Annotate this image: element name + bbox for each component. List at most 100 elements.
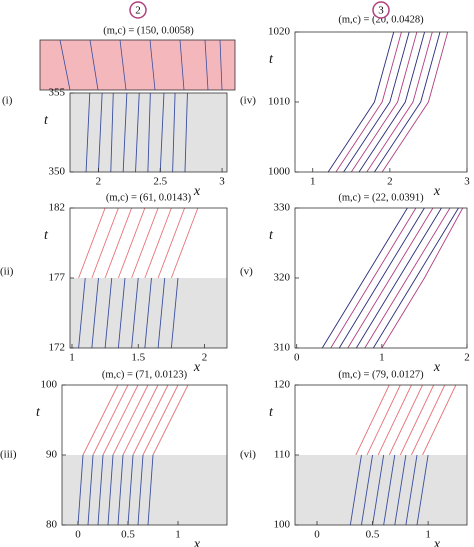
marker-label: 3 <box>378 5 384 17</box>
trajectory <box>411 384 446 456</box>
inset-frame <box>39 39 236 91</box>
x-tick-label: 1.5 <box>131 352 145 364</box>
x-tick-label: 0 <box>75 529 81 541</box>
x-tick-label: 3 <box>219 176 225 188</box>
title: (m,c) = (22, 0.0391) <box>338 192 424 203</box>
trajectory <box>343 31 410 173</box>
trajectory <box>135 92 140 173</box>
y-tick-label: 90 <box>46 449 58 461</box>
y-axis-label: t <box>269 405 274 420</box>
trajectory <box>144 207 172 279</box>
trajectory <box>97 92 103 173</box>
trajectory <box>87 454 94 526</box>
trajectory <box>147 454 154 526</box>
trajectory <box>374 31 441 173</box>
shaded-region <box>62 455 227 525</box>
trajectory <box>399 384 435 456</box>
trajectory <box>82 384 119 456</box>
trajectory <box>122 92 128 173</box>
title: (m,c) = (150, 0.0058) <box>103 25 194 36</box>
trajectory <box>117 207 146 279</box>
x-axis-label: x <box>433 184 441 199</box>
y-tick-label: 110 <box>274 449 291 461</box>
x-tick-label: 0.5 <box>366 529 380 541</box>
trajectory <box>77 454 84 526</box>
shaded-region <box>295 455 467 525</box>
trajectory <box>91 277 99 349</box>
trajectory <box>416 454 429 526</box>
trajectory <box>364 207 451 349</box>
panel-label: (iii) <box>0 449 17 461</box>
y-axis-label: t <box>44 228 49 243</box>
title: (m,c) = (79, 0.0127) <box>338 369 424 380</box>
trajectory <box>184 92 188 173</box>
y-tick-label: 80 <box>46 519 58 531</box>
trajectory <box>78 277 86 349</box>
x-tick-label: 1 <box>425 529 431 541</box>
trajectory <box>405 454 418 526</box>
trajectory <box>170 207 199 279</box>
y-tick-label: 182 <box>49 202 66 214</box>
x-tick-label: 2 <box>387 176 393 188</box>
trajectory <box>104 277 113 349</box>
plot-frame <box>294 207 468 349</box>
trajectory <box>372 454 385 526</box>
title: (m,c) = (20, 0.0428) <box>338 14 424 25</box>
trajectory <box>102 384 139 456</box>
y-tick-label: 330 <box>274 202 291 214</box>
panel-label: (ii) <box>0 266 14 278</box>
trajectory <box>107 454 114 526</box>
x-tick-label: 0 <box>294 352 300 364</box>
title: (m,c) = (61, 0.0143) <box>106 192 192 203</box>
trajectory <box>112 384 149 456</box>
panel-label: (iv) <box>240 95 256 107</box>
trajectory <box>335 31 402 173</box>
x-tick-label: 1 <box>310 176 316 188</box>
x-tick-label: 2 <box>202 352 208 364</box>
trajectory <box>117 277 126 349</box>
trajectory <box>117 454 124 526</box>
trajectory <box>127 454 134 526</box>
marker-circle <box>129 1 147 19</box>
trajectory <box>330 207 417 349</box>
y-tick-label: 1000 <box>268 166 291 178</box>
x-tick-label: 0.5 <box>121 529 135 541</box>
trajectory <box>91 207 119 279</box>
trajectory <box>381 207 464 349</box>
trajectory <box>366 384 401 456</box>
trajectory <box>142 384 179 456</box>
y-tick-label: 355 <box>49 87 66 99</box>
y-tick-label: 1020 <box>268 26 291 38</box>
plot-frame <box>69 92 228 173</box>
inset-strip <box>39 39 236 91</box>
trajectory <box>394 454 407 526</box>
trajectory <box>97 454 104 526</box>
trajectory <box>355 384 390 456</box>
panel-label: (vi) <box>240 449 256 461</box>
x-tick-label: 2 <box>464 352 470 364</box>
trajectory <box>383 454 396 526</box>
y-tick-label: 350 <box>49 166 66 178</box>
y-tick-label: 100 <box>41 379 58 391</box>
x-axis-label: x <box>193 360 201 375</box>
panel-label: (v) <box>240 266 253 278</box>
trajectory <box>172 92 176 173</box>
trajectory <box>85 92 91 173</box>
trajectory <box>157 207 186 279</box>
x-axis-label: x <box>433 360 441 375</box>
trajectory <box>422 384 457 456</box>
trajectory <box>157 277 166 349</box>
y-tick-label: 320 <box>274 272 291 284</box>
y-tick-label: 120 <box>274 379 291 391</box>
trajectory <box>147 92 151 173</box>
trajectory <box>347 207 434 349</box>
trajectory <box>349 454 362 526</box>
trajectory <box>388 384 423 456</box>
trajectory <box>131 207 159 279</box>
y-axis-label: t <box>269 52 274 67</box>
trajectory <box>78 207 106 279</box>
trajectory <box>152 384 189 456</box>
y-axis-label: t <box>36 405 41 420</box>
y-tick-label: 310 <box>274 342 291 354</box>
